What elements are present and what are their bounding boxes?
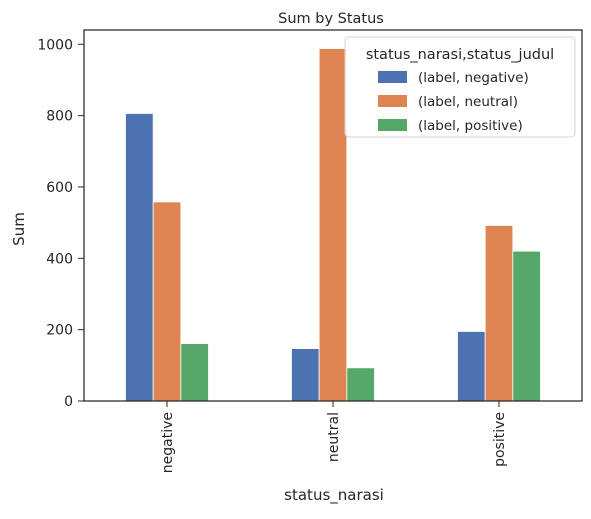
legend-label-1: (label, negative) [418, 70, 529, 86]
bar-neutral-1 [291, 348, 320, 402]
legend-swatch-2 [378, 95, 407, 107]
y-tick-label-1000: 1000 [37, 37, 73, 53]
legend-swatch-1 [378, 71, 407, 83]
bar-negative-3 [180, 343, 209, 402]
legend: status_narasi,status_judul (label, negati… [344, 36, 576, 138]
bar-negative-2 [152, 201, 182, 402]
legend-label-2: (label, neutral) [418, 94, 518, 110]
y-tick-label-800: 800 [46, 109, 73, 125]
legend-swatch-3 [378, 119, 407, 131]
y-tick-label-0: 0 [64, 394, 73, 410]
bars-layer [125, 48, 541, 402]
axes-layer: negative neutral positive 0 200 400 600 800 1000 [37, 29, 583, 473]
bar-neutral-3 [346, 367, 375, 402]
bar-negative-1 [125, 113, 154, 402]
bar-positive-1 [457, 331, 486, 402]
y-axis-label: Sum [10, 212, 28, 246]
x-axis-label: status_narasi [284, 486, 384, 505]
plot-frame [83, 29, 583, 402]
y-tick-label-400: 400 [46, 251, 73, 267]
bar-positive-3 [512, 250, 541, 402]
chart-title: Sum by Status [278, 11, 384, 27]
y-tick-label-200: 200 [46, 323, 73, 339]
legend-box [344, 36, 576, 138]
y-tick-label-600: 600 [46, 180, 73, 196]
legend-title: status_narasi,status_judul [366, 47, 554, 63]
x-tick-label-neutral: neutral [326, 412, 342, 462]
x-tick-label-positive: positive [492, 412, 508, 467]
x-tick-label-negative: negative [160, 412, 176, 473]
bar-positive-2 [484, 225, 514, 402]
legend-label-3: (label, positive) [418, 118, 523, 134]
bar-neutral-2 [318, 48, 348, 402]
